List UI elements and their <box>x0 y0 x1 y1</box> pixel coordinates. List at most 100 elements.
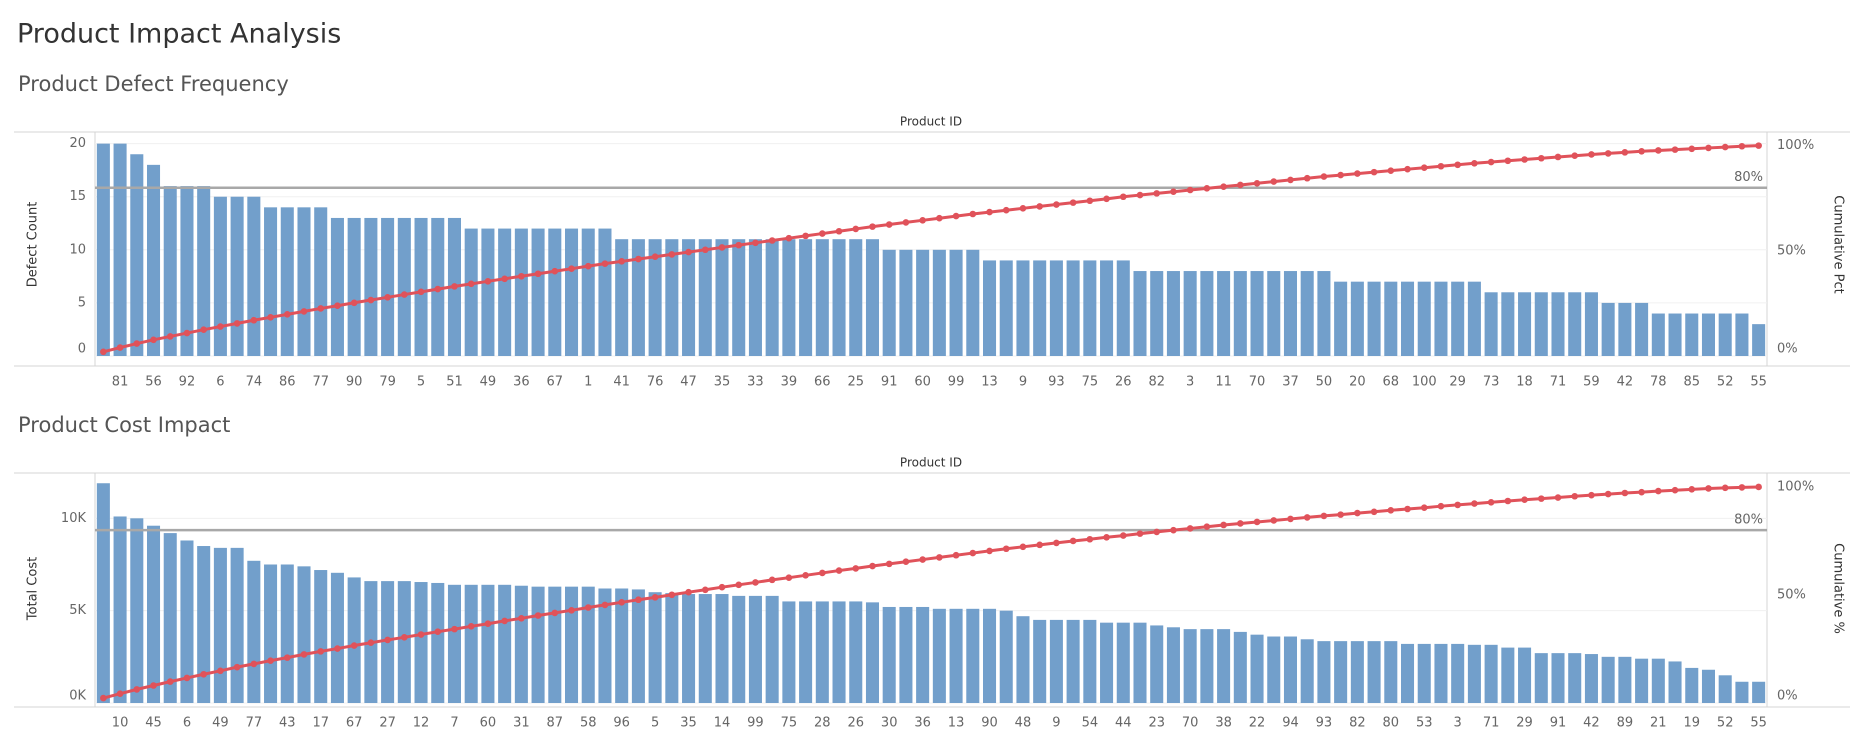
cumulative-point <box>1303 174 1311 182</box>
cumulative-point <box>685 248 692 256</box>
cumulative-point <box>986 208 993 216</box>
bar <box>1651 658 1665 703</box>
bar <box>732 595 746 703</box>
cumulative-point <box>267 657 274 664</box>
cumulative-point <box>1638 488 1645 496</box>
cumulative-point <box>551 609 559 617</box>
bar <box>949 249 963 356</box>
x-axis-title: Product ID <box>900 115 962 129</box>
bar <box>1668 313 1682 356</box>
bar <box>213 196 227 356</box>
bar <box>397 217 411 356</box>
cumulative-point <box>183 329 191 337</box>
cumulative-point <box>584 604 592 611</box>
cumulative-point <box>417 288 425 296</box>
cumulative-point <box>1019 205 1027 212</box>
bar <box>1467 644 1481 703</box>
x-tick-label: 5 <box>651 716 659 731</box>
bar <box>1752 324 1766 356</box>
bar <box>765 239 779 356</box>
bar <box>1568 653 1582 703</box>
bar <box>748 595 762 703</box>
bar <box>264 564 278 703</box>
bar <box>849 601 863 703</box>
bar <box>1467 281 1481 356</box>
cumulative-point <box>1705 485 1712 492</box>
bar <box>932 608 946 703</box>
bar <box>849 239 863 356</box>
cumulative-point <box>668 251 676 258</box>
cumulative-point <box>1253 179 1261 187</box>
bar <box>481 584 495 703</box>
cumulative-point <box>852 565 860 572</box>
cumulative-point <box>250 316 258 324</box>
bar <box>682 594 696 703</box>
bar <box>1049 619 1063 703</box>
cumulative-point <box>1237 181 1244 189</box>
bar <box>264 207 278 356</box>
x-tick-label: 79 <box>379 375 396 390</box>
x-tick-label: 14 <box>714 716 731 731</box>
cumulative-point <box>1437 502 1445 510</box>
bar <box>130 518 144 703</box>
bar <box>1718 675 1732 703</box>
x-tick-label: 81 <box>112 375 129 390</box>
bar <box>397 581 411 703</box>
bar <box>247 196 261 356</box>
cumulative-point <box>1454 161 1461 169</box>
cumulative-point <box>484 278 492 285</box>
x-tick-label: 22 <box>1249 716 1266 731</box>
bar <box>230 547 244 703</box>
cumulative-point <box>1186 186 1194 194</box>
bar <box>197 186 211 356</box>
cumulative-point <box>133 686 141 693</box>
cumulative-point <box>869 223 876 230</box>
cumulative-point <box>200 326 207 334</box>
x-tick-label: 7 <box>450 716 458 731</box>
cumulative-point <box>1437 162 1445 170</box>
cumulative-point <box>1504 497 1512 505</box>
cumulative-point <box>1119 193 1127 201</box>
cumulative-point <box>885 560 893 568</box>
x-tick-label: 49 <box>480 375 497 390</box>
cumulative-point <box>1237 520 1244 527</box>
cumulative-point <box>283 654 291 661</box>
bar <box>966 249 980 356</box>
cumulative-point <box>952 551 960 559</box>
bar <box>598 228 612 356</box>
cumulative-point <box>250 660 258 668</box>
bar <box>1116 622 1130 703</box>
cumulative-point <box>434 628 442 636</box>
cumulative-point <box>1621 149 1629 156</box>
bar <box>1150 625 1164 703</box>
bar <box>1417 281 1431 356</box>
x-tick-label: 66 <box>814 375 831 390</box>
x-tick-label: 42 <box>1617 375 1634 390</box>
x-tick-label: 60 <box>480 716 497 731</box>
bar <box>882 249 896 356</box>
bar <box>1534 653 1548 703</box>
cumulative-point <box>1755 483 1762 491</box>
bar <box>213 547 227 703</box>
cumulative-point <box>166 678 174 685</box>
cumulative-point <box>501 275 508 283</box>
cumulative-point <box>1103 195 1110 203</box>
bar <box>899 606 913 703</box>
bar <box>1016 260 1030 356</box>
bar <box>1350 281 1364 356</box>
cumulative-point <box>1103 533 1110 541</box>
x-tick-label: 12 <box>413 716 430 731</box>
bar <box>865 239 880 356</box>
cumulative-point <box>819 230 826 237</box>
bar <box>1518 647 1532 703</box>
bar <box>1150 271 1164 356</box>
x-tick-label: 13 <box>981 375 998 390</box>
bar <box>715 594 729 703</box>
bar <box>1049 260 1063 356</box>
y2-tick-label: 0% <box>1777 689 1798 704</box>
bar <box>1400 643 1415 703</box>
cumulative-point <box>1671 486 1679 494</box>
x-tick-label: 74 <box>246 375 263 390</box>
bar <box>631 589 645 703</box>
